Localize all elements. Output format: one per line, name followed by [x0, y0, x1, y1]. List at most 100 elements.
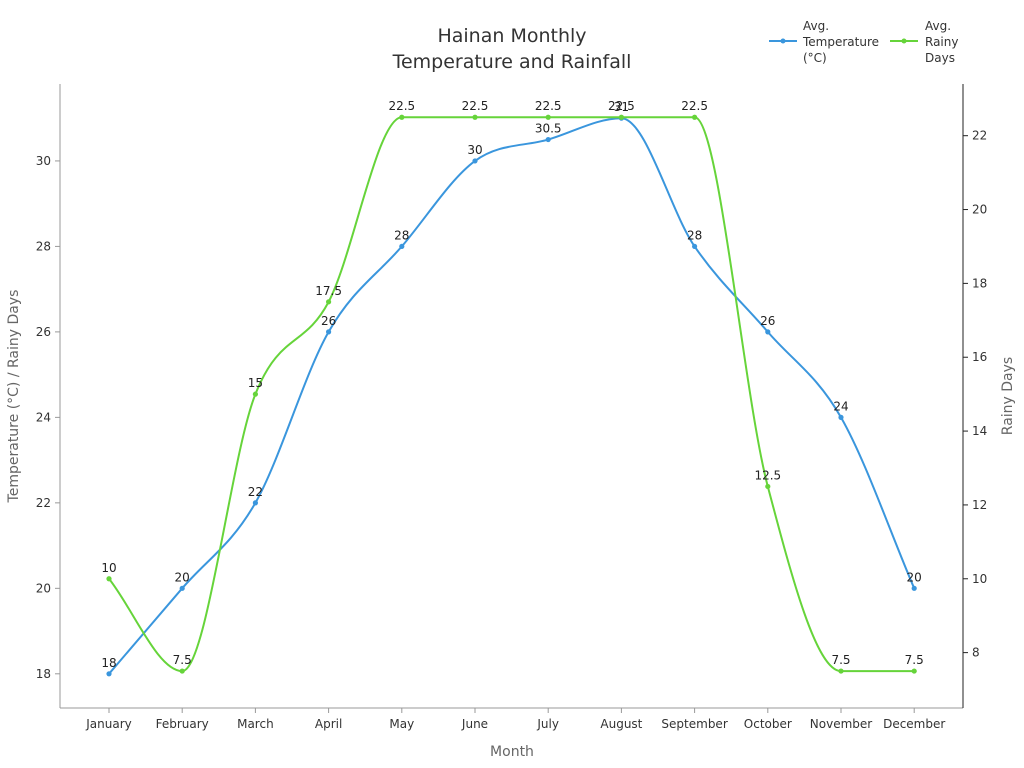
- data-point-rainy-days: [399, 114, 405, 120]
- x-axis-ticks: January February March April May June July Augu…: [85, 708, 945, 731]
- y-axis-ticks: 18 20 22 24 26 28 30: [36, 154, 60, 681]
- x-tick-label: February: [156, 717, 209, 731]
- y-tick-label: 22: [36, 496, 51, 510]
- data-label-rainy-days: 7.5: [905, 653, 924, 667]
- series-line-temperature: [108, 117, 916, 675]
- data-label-rainy-days: 15: [248, 376, 263, 390]
- data-label-temperature: 28: [394, 228, 409, 242]
- x-tick-label: January: [85, 717, 132, 731]
- y2-tick-label: 8: [972, 646, 980, 660]
- data-label-temperature: 30.5: [535, 122, 562, 136]
- x-axis-label: Month: [490, 744, 534, 760]
- data-point-rainy-days: [765, 483, 771, 490]
- data-label-rainy-days: 17.5: [315, 284, 342, 298]
- data-label-rainy-days: 7.5: [173, 653, 192, 667]
- data-point-temperature: [765, 329, 771, 335]
- data-labels-layer: 18 20 22 26 28 30 30.5 31 28 26 24 20 10 7.5 15 17.5 22.…: [101, 99, 923, 670]
- x-tick-label: November: [810, 717, 872, 731]
- x-tick-label: July: [536, 717, 559, 731]
- data-label-temperature: 20: [175, 570, 190, 584]
- data-label-rainy-days: 22.5: [608, 99, 635, 113]
- y2-tick-label: 16: [972, 350, 987, 364]
- y-tick-label: 26: [36, 325, 51, 339]
- y2-tick-label: 22: [972, 129, 987, 143]
- data-point-rainy-days: [179, 668, 185, 674]
- x-tick-label: September: [661, 717, 727, 731]
- data-label-temperature: 30: [467, 143, 482, 157]
- y2-tick-label: 18: [972, 276, 987, 290]
- data-label-rainy-days: 7.5: [831, 653, 850, 667]
- data-label-rainy-days: 12.5: [754, 468, 781, 482]
- data-label-temperature: 31: [614, 100, 629, 114]
- x-tick-label: March: [237, 717, 274, 731]
- y-tick-label: 18: [36, 667, 51, 681]
- x-tick-label: October: [744, 717, 792, 731]
- data-point-temperature: [545, 136, 551, 143]
- data-point-rainy-days: [106, 576, 112, 582]
- y2-tick-label: 12: [972, 498, 987, 512]
- data-point-temperature: [838, 414, 844, 420]
- data-point-temperature: [399, 243, 405, 250]
- legend-marker-temperature: [780, 38, 786, 44]
- series-layer: [106, 114, 917, 677]
- data-point-temperature: [106, 671, 112, 677]
- data-point-temperature: [472, 158, 478, 164]
- legend-label-rainy-days-line-1: Avg.: [925, 19, 951, 33]
- x-tick-label: June: [461, 717, 488, 731]
- legend-item-rainy-days: Avg. Rainy Days: [890, 19, 958, 65]
- data-point-rainy-days: [472, 114, 478, 120]
- data-label-temperature: 24: [833, 399, 848, 413]
- data-point-rainy-days: [252, 391, 258, 397]
- data-label-temperature: 18: [101, 656, 116, 670]
- x-tick-label: April: [315, 717, 342, 731]
- legend-label-temperature-line-3: (°C): [803, 51, 827, 65]
- y-tick-label: 30: [36, 154, 51, 168]
- data-label-temperature: 28: [687, 228, 702, 242]
- data-point-rainy-days: [838, 668, 844, 674]
- y2-axis-ticks: 8 10 12 14 16 18 20 22: [963, 129, 987, 660]
- x-tick-label: August: [600, 717, 642, 731]
- data-label-rainy-days: 10: [101, 561, 116, 575]
- data-point-temperature: [179, 585, 185, 591]
- data-point-rainy-days: [911, 668, 917, 674]
- data-label-temperature: 22: [248, 485, 263, 499]
- y-tick-label: 20: [36, 581, 51, 595]
- y-tick-label: 28: [36, 239, 51, 253]
- x-tick-label: May: [389, 717, 414, 731]
- data-point-rainy-days: [692, 114, 698, 120]
- legend-marker-rainy-days: [901, 38, 907, 44]
- y-tick-label: 24: [36, 410, 51, 424]
- legend-label-rainy-days-line-3: Days: [925, 51, 955, 65]
- data-point-rainy-days: [545, 114, 551, 120]
- data-point-temperature: [326, 329, 332, 335]
- y-axis-label: Temperature (°C) / Rainy Days: [6, 290, 22, 504]
- data-point-temperature: [911, 585, 917, 591]
- legend-label-temperature-line-1: Avg.: [803, 19, 829, 33]
- chart-title-line-2: Temperature and Rainfall: [392, 51, 632, 73]
- data-point-temperature: [252, 500, 258, 506]
- legend: Avg. Temperature (°C) Avg. Rainy Days: [769, 19, 958, 65]
- chart-title: Hainan Monthly Temperature and Rainfall: [392, 25, 632, 73]
- y2-axis-label: Rainy Days: [1000, 357, 1016, 435]
- data-label-temperature: 26: [321, 314, 336, 328]
- data-point-rainy-days: [326, 299, 332, 305]
- data-label-rainy-days: 22.5: [535, 99, 562, 113]
- data-label-rainy-days: 22.5: [388, 99, 415, 113]
- legend-label-temperature-line-2: Temperature: [802, 35, 879, 49]
- x-tick-label: December: [883, 717, 945, 731]
- series-line-rainy-days: [108, 116, 915, 673]
- y2-tick-label: 10: [972, 572, 987, 586]
- axes: [59, 84, 964, 709]
- legend-label-rainy-days-line-2: Rainy: [925, 35, 958, 49]
- chart-title-line-1: Hainan Monthly: [437, 25, 586, 47]
- data-label-rainy-days: 22.5: [681, 99, 708, 113]
- data-point-temperature: [692, 243, 698, 250]
- y2-tick-label: 14: [972, 424, 987, 438]
- data-label-rainy-days: 22.5: [462, 99, 489, 113]
- legend-item-temperature: Avg. Temperature (°C): [769, 19, 879, 65]
- data-point-rainy-days: [618, 114, 625, 120]
- y2-tick-label: 20: [972, 203, 987, 217]
- data-label-temperature: 20: [907, 570, 922, 584]
- data-label-temperature: 26: [760, 314, 775, 328]
